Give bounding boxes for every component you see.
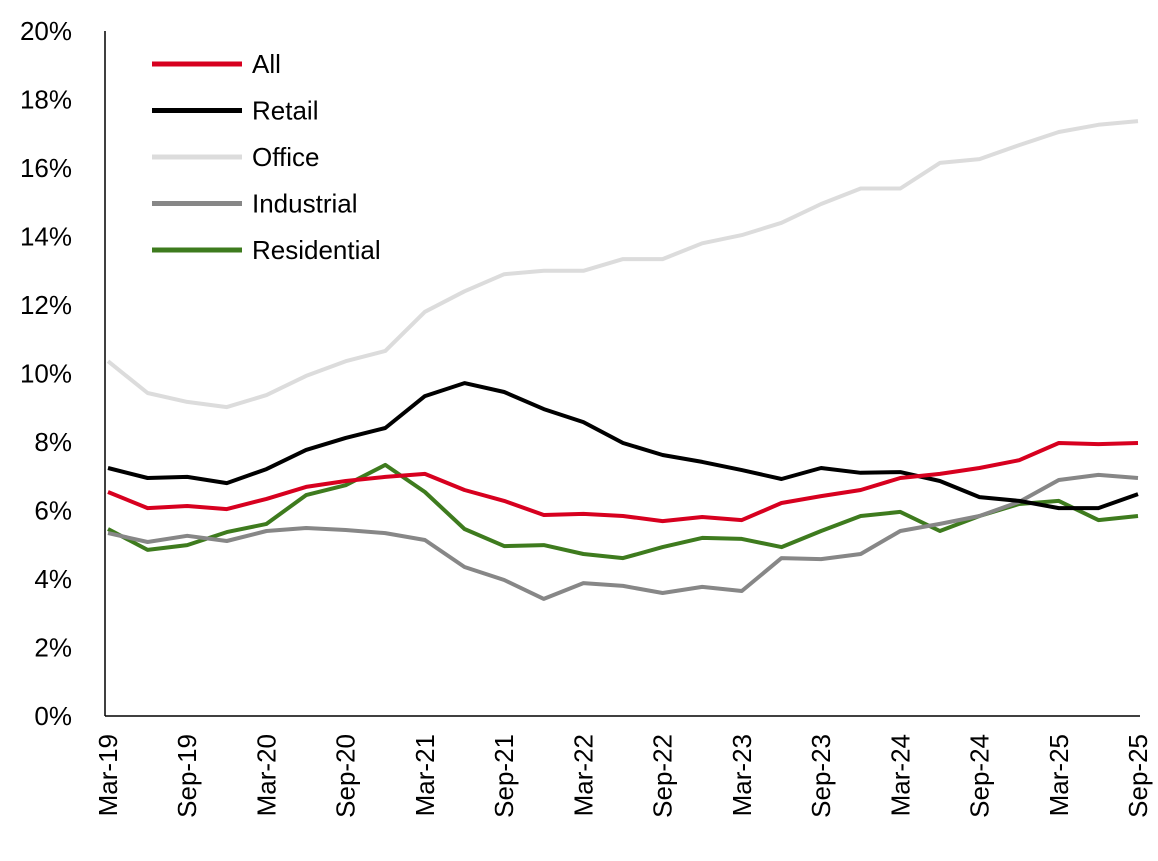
x-tick-label: Mar-25 [1044,734,1074,816]
x-tick-label: Sep-22 [648,734,678,818]
x-tick-label: Sep-21 [489,734,519,818]
series-line-residential [107,462,1139,561]
x-tick-label: Sep-23 [806,734,836,818]
legend-label: Retail [252,96,318,126]
y-tick-label: 0% [34,701,72,731]
y-tick-label: 12% [20,290,72,320]
y-tick-label: 4% [34,564,72,594]
x-tick-label: Sep-24 [965,734,995,818]
x-tick-label: Mar-23 [727,734,757,816]
series-line-all [107,441,1139,524]
legend-label: Residential [252,235,381,265]
x-tick-label: Mar-20 [251,734,281,816]
y-tick-label: 20% [20,16,72,46]
legend-label: Office [252,142,319,172]
y-tick-label: 2% [34,633,72,663]
legend-label: Industrial [252,189,358,219]
series-line-office [106,119,1139,410]
y-tick-label: 18% [20,85,72,115]
x-tick-label: Mar-22 [568,734,598,816]
x-tick-label: Sep-20 [331,734,361,818]
x-tick-label: Sep-25 [1123,734,1153,818]
legend-label: All [252,49,281,79]
y-tick-label: 16% [20,153,72,183]
y-tick-label: 6% [34,496,72,526]
x-tick-label: Mar-24 [885,734,915,816]
y-tick-label: 8% [34,427,72,457]
x-tick-label: Mar-21 [410,734,440,816]
x-tick-label: Sep-19 [172,734,202,818]
x-tick-label: Mar-19 [93,734,123,816]
series-line-retail [107,381,1139,511]
series-line-industrial [107,472,1139,601]
y-tick-label: 10% [20,359,72,389]
y-tick-label: 14% [20,222,72,252]
